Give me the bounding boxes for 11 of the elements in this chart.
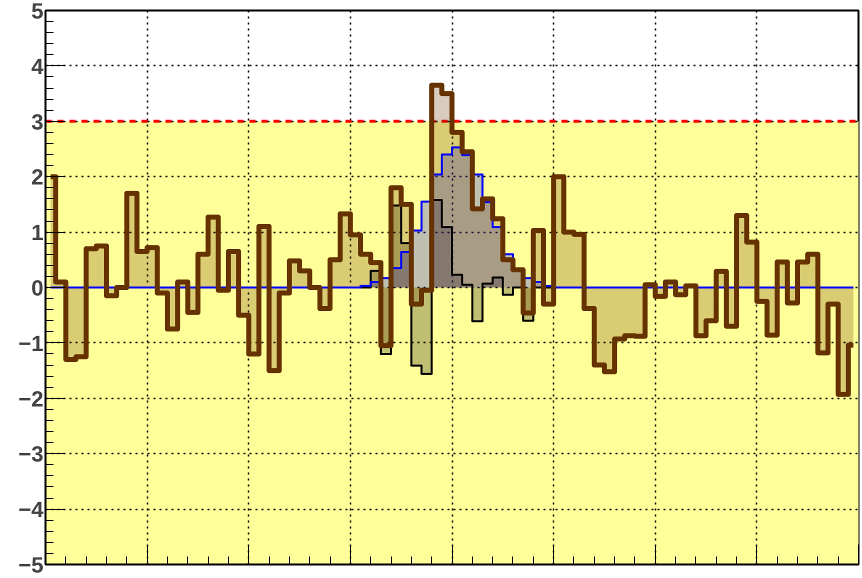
y-tick-label: 5 (31, 0, 44, 24)
y-tick-label: 4 (31, 54, 44, 79)
y-tick-label: −1 (18, 330, 44, 356)
y-tick-label: 3 (31, 109, 44, 134)
y-tick-label: −2 (18, 386, 44, 412)
y-tick-label: 2 (31, 164, 44, 190)
y-tick-label: −3 (18, 442, 44, 467)
y-tick-label: 0 (31, 276, 44, 300)
y-tick-label: −4 (18, 497, 44, 522)
y-tick-label: 1 (31, 220, 44, 246)
y-tick-label: −5 (18, 552, 44, 578)
